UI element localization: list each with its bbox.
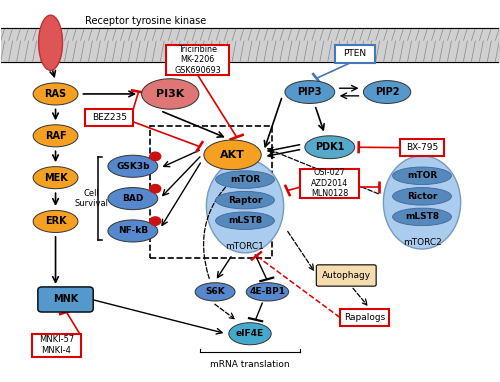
Ellipse shape [33,210,78,233]
Text: ERK: ERK [44,217,66,227]
Ellipse shape [392,188,452,205]
Text: Raptor: Raptor [228,196,262,205]
Text: Autophagy: Autophagy [322,271,371,280]
Ellipse shape [364,81,411,104]
Ellipse shape [142,79,199,109]
FancyBboxPatch shape [400,139,444,156]
Text: Rictor: Rictor [407,192,437,201]
Text: NF-kB: NF-kB [118,227,148,235]
Text: MEK: MEK [44,173,68,183]
Text: mRNA translation: mRNA translation [210,360,290,369]
FancyBboxPatch shape [334,45,375,63]
Ellipse shape [33,83,78,105]
Text: MNK: MNK [53,295,78,304]
Ellipse shape [33,167,78,189]
Text: mTOR: mTOR [407,171,437,180]
Text: GSK3b: GSK3b [116,162,150,171]
Text: PTEN: PTEN [343,50,366,58]
Text: S6K: S6K [205,287,225,296]
FancyBboxPatch shape [316,265,376,286]
Ellipse shape [216,171,274,188]
Text: mTORC2: mTORC2 [402,238,442,247]
FancyBboxPatch shape [38,287,93,312]
Ellipse shape [285,81,335,104]
Ellipse shape [195,283,235,301]
Text: mLST8: mLST8 [405,212,439,222]
FancyBboxPatch shape [86,109,134,126]
Text: AKT: AKT [220,150,245,160]
Circle shape [150,185,160,193]
Text: PIP3: PIP3 [298,87,322,97]
Ellipse shape [246,283,288,301]
Circle shape [150,217,160,225]
Text: mTORC1: mTORC1 [226,242,264,251]
Text: RAF: RAF [44,131,66,141]
Text: OSI-027
AZD2014
MLN0128: OSI-027 AZD2014 MLN0128 [311,168,348,198]
Text: Rapalogs: Rapalogs [344,313,386,322]
Ellipse shape [108,188,158,210]
Text: Triciribine
MK-2206
GSK690693: Triciribine MK-2206 GSK690693 [174,45,221,74]
Ellipse shape [216,212,274,230]
Circle shape [150,152,160,160]
Ellipse shape [216,191,274,209]
Ellipse shape [392,167,452,185]
Ellipse shape [305,136,354,159]
Ellipse shape [204,140,261,170]
Ellipse shape [108,155,158,177]
Ellipse shape [229,323,271,345]
Ellipse shape [108,220,158,242]
Text: PI3K: PI3K [156,89,184,99]
Ellipse shape [384,156,460,249]
Ellipse shape [33,125,78,147]
Text: Cell
Survival: Cell Survival [74,189,108,208]
Text: Receptor tyrosine kinase: Receptor tyrosine kinase [86,16,206,26]
FancyBboxPatch shape [166,45,229,74]
FancyBboxPatch shape [340,309,389,326]
Text: RAS: RAS [44,89,66,99]
Text: BX-795: BX-795 [406,143,438,152]
Ellipse shape [38,15,62,70]
Text: 4E-BP1: 4E-BP1 [250,287,286,296]
Text: PDK1: PDK1 [315,142,344,152]
Text: eIF4E: eIF4E [236,329,264,338]
Text: PIP2: PIP2 [375,87,400,97]
Text: mTOR: mTOR [230,175,260,184]
FancyBboxPatch shape [32,334,81,356]
Text: mLST8: mLST8 [228,216,262,225]
Text: BEZ235: BEZ235 [92,113,127,122]
Ellipse shape [392,208,452,226]
FancyBboxPatch shape [300,168,359,198]
Text: MNKI-57
MNKI-4: MNKI-57 MNKI-4 [39,335,74,355]
Text: BAD: BAD [122,194,144,203]
Ellipse shape [206,160,284,253]
